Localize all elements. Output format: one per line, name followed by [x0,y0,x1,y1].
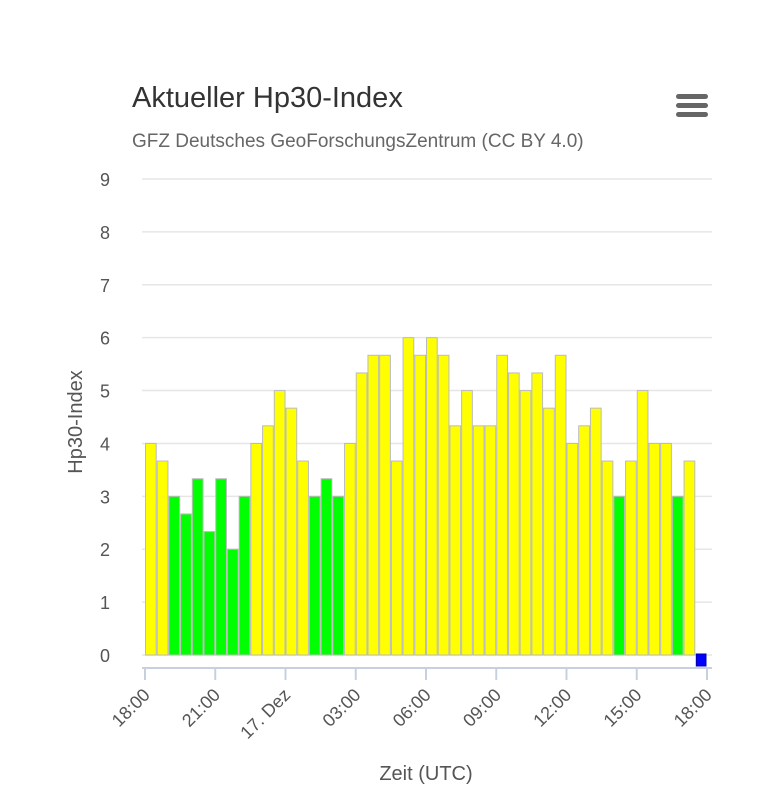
bar [414,354,426,656]
bar [297,460,309,656]
bar [589,407,602,656]
bar [285,407,298,656]
bar [449,425,462,656]
y-axis-ticks: 0 1 2 3 4 5 6 7 8 9 [100,170,110,666]
bar [601,460,614,656]
bar [496,354,508,656]
x-tick-label: 15:00 [600,685,646,731]
y-tick-label: 0 [100,646,110,666]
bar [625,460,637,656]
y-tick-label: 5 [100,382,110,402]
x-tick-label: 06:00 [389,685,435,731]
bar [636,390,649,656]
menu-line [676,112,708,117]
bar [145,442,157,656]
bar [191,478,204,656]
x-tick-label: 18:00 [670,685,716,731]
y-tick-label: 6 [100,329,110,349]
bar [367,354,380,656]
bar [250,442,263,656]
bar [226,548,239,656]
bar [379,354,391,656]
y-tick-label: 1 [100,593,110,613]
menu-line [676,94,708,99]
x-tick-label: 12:00 [529,685,575,731]
x-tick-label: 18:00 [108,685,154,731]
bar [273,390,286,656]
bar [203,531,216,656]
bar [355,372,368,656]
bar [308,495,321,656]
y-tick-label: 2 [100,540,110,560]
bar [437,354,450,656]
chart-subtitle: GFZ Deutsches GeoForschungsZentrum (CC B… [132,131,584,152]
bar [472,425,485,656]
bar [390,460,403,656]
bar [519,390,532,656]
bar [484,425,497,656]
y-tick-label: 4 [100,434,110,454]
bar [402,337,415,656]
chart-title: Aktueller Hp30-Index [132,82,403,114]
bar [215,478,227,656]
bar [262,425,274,656]
bar [660,442,672,656]
hamburger-menu-icon[interactable] [672,92,712,124]
bar [531,372,544,656]
bar-current [695,653,707,667]
bar [683,460,696,656]
bar [156,460,169,656]
bar [671,495,684,656]
bar [613,495,626,656]
bars [145,337,707,667]
bar [461,390,473,656]
bar [543,407,555,656]
bar [332,495,345,656]
y-tick-label: 7 [100,276,110,296]
y-tick-label: 9 [100,170,110,190]
x-tick-label: 09:00 [459,685,505,731]
bar [320,478,333,656]
bar [180,513,192,656]
x-axis-title: Zeit (UTC) [379,763,472,785]
bar [168,495,181,656]
y-tick-label: 3 [100,487,110,507]
x-tick-label: 21:00 [178,685,224,731]
x-tick-label: 17. Dez [236,685,294,743]
bar [507,372,520,656]
bar [648,442,661,656]
bar [554,354,567,656]
bar [344,442,356,656]
menu-line [676,103,708,108]
bar [426,337,438,656]
x-axis: 18:00 21:00 17. Dez 03:00 06:00 09:00 12:00 15:… [108,667,716,743]
y-tick-label: 8 [100,223,110,243]
bar [578,425,590,656]
bar [566,442,579,656]
x-tick-label: 03:00 [319,685,365,731]
bar [238,495,251,656]
y-axis-title: Hp30-Index [65,370,87,473]
